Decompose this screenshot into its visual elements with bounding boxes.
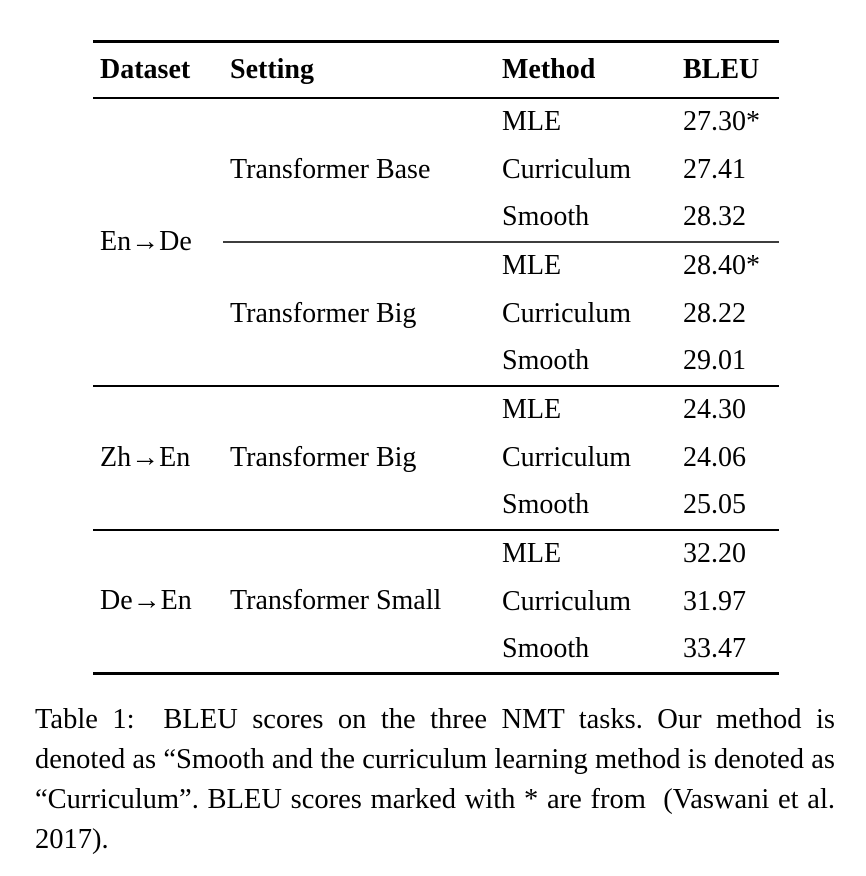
bleu-cell: 31.97	[683, 585, 746, 617]
bleu-cell-best: 29.01	[683, 345, 746, 376]
setting-cell: Transformer Big	[223, 240, 495, 386]
method-cell: Smooth	[502, 489, 590, 520]
table-row: Smooth 29.01	[93, 338, 779, 386]
header-bleu: BLEU	[676, 41, 779, 99]
setting-cell: Transformer Small	[223, 528, 495, 674]
table-row: Curriculum 24.06	[93, 434, 779, 482]
header-method: Method	[495, 41, 676, 99]
bleu-cell: 24.06	[683, 441, 746, 473]
bleu-cell: 27.30*	[683, 106, 760, 137]
table-row: Curriculum 31.97	[93, 578, 779, 626]
bleu-cell: 28.22	[683, 297, 746, 329]
method-cell: Curriculum	[502, 441, 632, 473]
method-cell: Smooth	[502, 345, 590, 376]
method-cell: MLE	[495, 240, 676, 290]
table-row: Smooth 33.47	[93, 626, 779, 674]
header-dataset: Dataset	[93, 41, 223, 99]
table-row: De→En Transformer Small MLE 32.20	[93, 528, 779, 674]
bleu-cell: 27.41	[683, 153, 746, 185]
method-cell: MLE	[495, 384, 676, 434]
setting-cell: Transformer Base	[230, 153, 431, 185]
table-caption: Table 1: BLEU scores on the three NMT ta…	[35, 704, 843, 855]
table-header-row: Dataset Setting Method BLEU	[93, 41, 779, 99]
method-cell: MLE	[495, 528, 676, 578]
bleu-cell: 32.20	[676, 528, 779, 578]
table-row: Smooth 25.05	[93, 482, 779, 530]
dataset-cell: De→En	[93, 528, 223, 674]
table-row: Zh→En Transformer Big MLE 24.30	[93, 384, 779, 530]
table-row: Curriculum 27.41	[93, 146, 779, 194]
method-cell: Curriculum	[502, 585, 632, 617]
table-row: Smooth 28.32	[93, 194, 779, 242]
bleu-cell-best: 25.05	[683, 489, 746, 520]
table-row: Transformer Big MLE 28.40*	[93, 240, 779, 386]
dataset-cell: Zh→En	[93, 384, 223, 530]
dataset-cell: En→De	[100, 225, 192, 257]
method-cell: Curriculum	[502, 153, 632, 185]
header-setting: Setting	[223, 41, 495, 99]
table-row: En→De Transformer Base MLE 27.30*	[93, 98, 779, 257]
method-cell: Smooth	[502, 632, 590, 664]
bleu-cell: 24.30	[676, 384, 779, 434]
table-row: Curriculum 28.22	[93, 290, 779, 338]
setting-cell: Transformer Big	[223, 384, 495, 530]
method-cell: Curriculum	[502, 297, 632, 329]
method-cell: MLE	[502, 106, 562, 137]
bleu-cell-best: 33.47	[683, 632, 746, 664]
bleu-cell-best: 28.32	[683, 201, 746, 232]
bleu-cell: 28.40*	[676, 240, 779, 290]
bleu-results-table: Dataset Setting Method BLEU En→De Transf…	[93, 40, 779, 675]
method-cell: Smooth	[502, 201, 590, 232]
